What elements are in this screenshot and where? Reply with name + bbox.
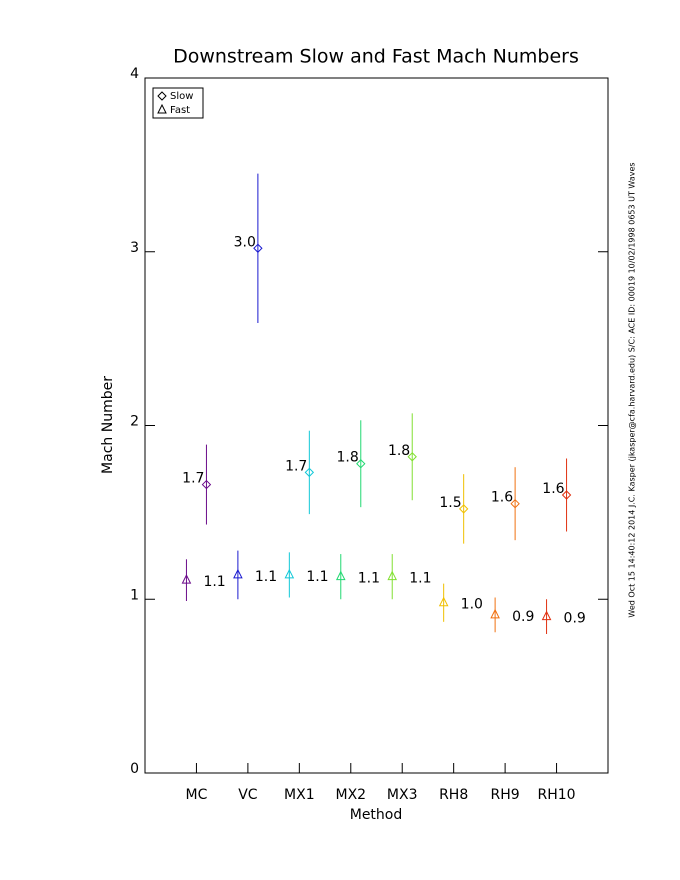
point — [304, 467, 315, 478]
point — [201, 479, 212, 490]
x-tick-label: MX3 — [387, 787, 418, 803]
point — [253, 243, 263, 253]
value-label: 1.1 — [306, 569, 328, 585]
y-tick-label: 3 — [130, 240, 139, 256]
value-label: 1.7 — [285, 458, 307, 474]
value-label: 3.0 — [234, 234, 256, 250]
value-label: 1.1 — [203, 574, 225, 590]
value-label: 1.5 — [439, 495, 461, 511]
value-label: 1.6 — [542, 481, 564, 497]
point — [284, 568, 295, 579]
legend-label: Slow — [170, 91, 193, 102]
legend-label: Fast — [170, 105, 190, 116]
chart-title: Downstream Slow and Fast Mach Numbers — [173, 46, 579, 68]
x-tick-label: RH10 — [538, 787, 576, 803]
point — [438, 596, 449, 607]
x-tick-label: VC — [238, 787, 258, 803]
value-label: 1.1 — [255, 569, 277, 585]
y-tick-label: 2 — [130, 414, 139, 430]
point — [490, 608, 500, 619]
y-tick-label: 1 — [130, 587, 139, 603]
point — [335, 570, 346, 581]
point — [387, 570, 398, 581]
x-tick-label: MC — [186, 787, 208, 803]
value-label: 1.1 — [358, 571, 380, 587]
value-label: 1.7 — [182, 471, 204, 487]
point — [510, 498, 520, 509]
legend-box — [152, 87, 204, 119]
x-tick-label: RH8 — [439, 787, 468, 803]
point — [561, 490, 572, 500]
y-axis-label: Mach Number — [100, 376, 116, 474]
y-tick-label: 4 — [130, 66, 139, 82]
x-axis-label: Method — [350, 807, 403, 823]
x-tick-label: MX1 — [284, 787, 315, 803]
point — [157, 103, 167, 114]
value-label: 0.9 — [564, 611, 586, 627]
value-label: 1.6 — [491, 490, 513, 506]
x-tick-label: MX2 — [335, 787, 366, 803]
point — [157, 91, 167, 101]
y-tick-label: 0 — [130, 761, 139, 777]
point — [458, 504, 469, 514]
x-tick-label: RH9 — [491, 787, 520, 803]
point — [233, 568, 243, 579]
value-label: 1.8 — [388, 443, 410, 459]
value-label: 0.9 — [512, 609, 534, 625]
value-label: 1.1 — [409, 571, 431, 587]
point — [356, 459, 366, 469]
point — [541, 610, 552, 621]
side-note: Wed Oct 15 14:40:12 2014 J.C. Kasper (jk… — [628, 162, 637, 617]
plot-frame — [144, 77, 609, 774]
point — [181, 574, 192, 584]
point — [407, 452, 417, 462]
value-label: 1.8 — [337, 450, 359, 466]
value-label: 1.0 — [461, 597, 483, 613]
